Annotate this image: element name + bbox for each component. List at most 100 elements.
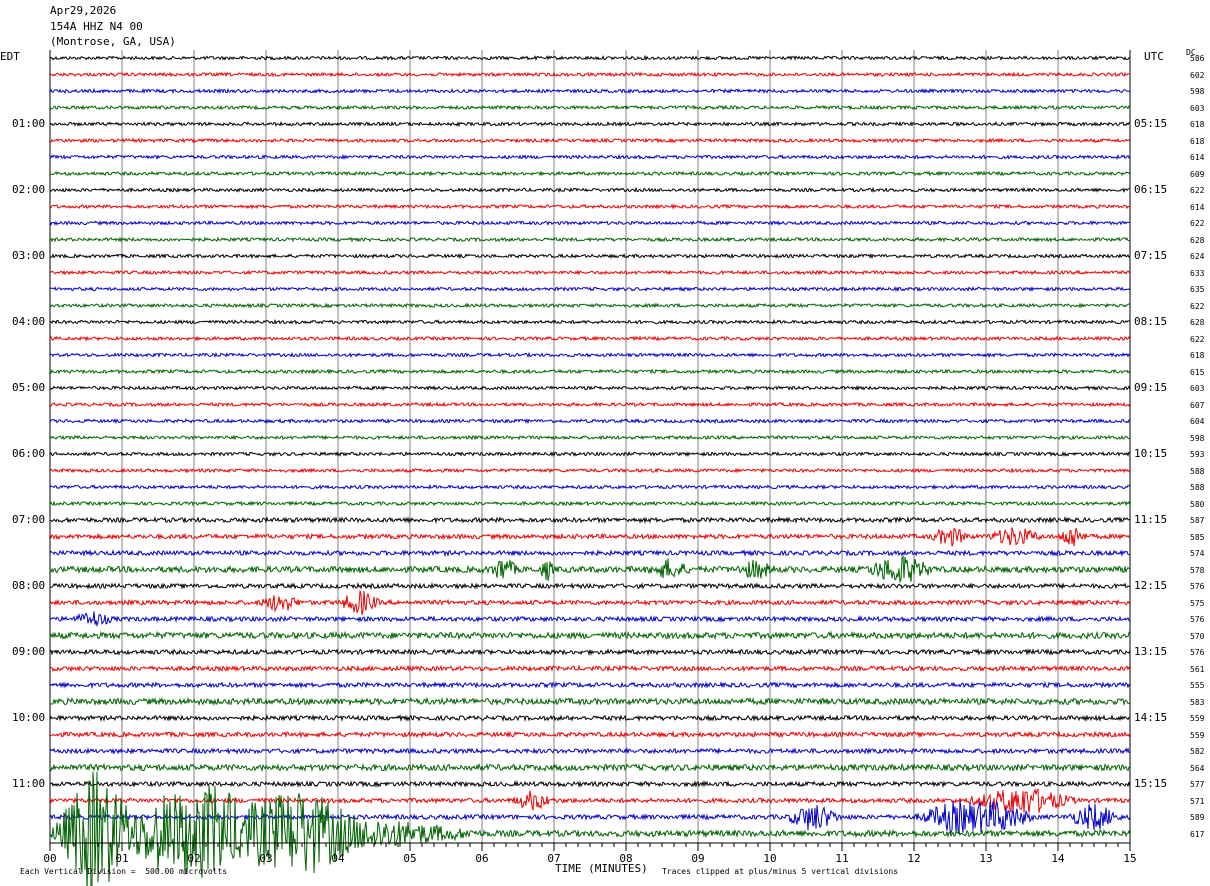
trace-line [49,71,1131,78]
dc-offset-value: 604 [1190,417,1205,426]
trace-line [49,730,1131,739]
trace-line [49,483,1131,491]
dc-offset-value: 580 [1190,499,1205,509]
dc-offset-value: 628 [1190,235,1205,245]
scale-note: Each Vertical Division = 500.00 microvol… [20,867,228,876]
dc-offset-value: 602 [1190,70,1205,80]
trace-line [50,252,1131,260]
x-tick-label: 09 [691,852,704,865]
dc-offset-value: 588 [1190,466,1205,476]
trace-line [49,555,1131,584]
dc-offset-value: 577 [1190,780,1205,789]
dc-offset-value: 628 [1190,318,1205,327]
left-hour-label: 02:00 [12,183,46,196]
left-hour-label: 10:00 [12,711,46,724]
dc-offset-value: 633 [1190,268,1205,278]
trace-line [49,170,1131,177]
dc-offset-value: 622 [1190,186,1205,195]
trace-line [49,527,1131,547]
dc-offset-value: 617 [1190,829,1205,839]
dc-offset-value: 585 [1190,532,1205,542]
dc-offset-value: 587 [1190,516,1205,525]
x-tick-label: 08 [619,852,632,865]
dc-offset-value: 635 [1190,285,1205,294]
trace-line [49,318,1131,325]
dc-offset-value: 593 [1190,450,1205,459]
trace-line [49,302,1131,309]
x-tick-label: 04 [331,852,345,865]
clip-note: Traces clipped at plus/minus 5 vertical … [662,867,899,876]
dc-offset-value: 571 [1190,796,1205,806]
dc-offset-value: 603 [1190,384,1205,393]
right-hour-label: 08:15 [1134,315,1168,328]
dc-offset-value: 622 [1190,219,1205,228]
seismogram-traces [49,54,1131,886]
x-tick-label: 02 [187,852,200,865]
trace-line [49,219,1131,226]
left-hour-label: 04:00 [12,315,46,328]
dc-offset-value: 622 [1190,301,1205,311]
trace-line [49,434,1131,441]
dc-offset-value: 618 [1190,136,1205,146]
dc-offset-value: 559 [1190,714,1205,723]
dc-offset-value: 555 [1190,681,1205,690]
trace-line [49,648,1131,657]
trace-line [49,417,1131,425]
dc-offset-value: 578 [1190,565,1205,575]
dc-offset-value: 624 [1190,252,1205,261]
left-timezone-label: EDT [0,50,20,63]
dc-offset-value: 614 [1190,202,1205,212]
dc-offset-value: 607 [1190,400,1205,410]
trace-line [49,203,1131,210]
trace-line [49,779,1131,789]
grid-lines [49,50,1131,843]
trace-line [49,335,1131,342]
trace-line [49,762,1131,773]
trace-line [49,771,1131,886]
left-hour-label: 09:00 [12,645,46,658]
right-hour-label: 11:15 [1134,513,1168,526]
dc-offset-value: 574 [1190,549,1205,558]
right-hour-label: 09:15 [1134,381,1168,394]
trace-line [49,286,1131,293]
trace-line [49,120,1131,128]
trace-line [49,467,1131,474]
trace-line [49,516,1131,525]
dc-offset-value: 570 [1190,631,1205,641]
trace-line [49,384,1131,392]
dc-offset-value: 582 [1190,747,1205,756]
trace-line [49,153,1131,161]
x-tick-label: 06 [475,852,488,865]
dc-offset-value: 589 [1190,813,1205,822]
dc-offset-value: 614 [1190,153,1205,162]
right-hour-label: 12:15 [1134,579,1168,592]
trace-line [49,186,1130,194]
right-hour-label: 05:15 [1134,117,1168,130]
trace-line [49,681,1131,690]
dc-offset-value: 598 [1190,433,1205,443]
trace-line [49,714,1131,723]
dc-offset-value: 615 [1190,367,1205,377]
x-tick-label: 05 [403,852,416,865]
x-tick-label: 01 [115,852,128,865]
trace-line [49,401,1131,408]
right-hour-label: 10:15 [1134,447,1168,460]
trace-line [49,746,1131,755]
x-tick-label: 10 [763,852,776,865]
x-tick-label: 15 [1123,852,1136,865]
dc-offset-value: 564 [1190,763,1205,773]
trace-line [49,500,1131,507]
trace-line [49,269,1131,276]
dc-offset-value: 576 [1190,648,1205,657]
dc-offset-value: 575 [1190,598,1205,608]
left-hour-label: 08:00 [12,579,46,592]
x-tick-label: 14 [1051,852,1065,865]
left-hour-label: 07:00 [12,513,46,526]
dc-offset-value: 603 [1190,103,1205,113]
trace-line [49,87,1131,95]
dc-offset-value: 576 [1190,582,1205,591]
trace-line [49,549,1130,558]
dc-offset-value: 586 [1190,54,1205,63]
x-axis: 00 01 02 03 04 05 06 07 08 09 10 11 12 13 14 15 [43,842,1137,865]
